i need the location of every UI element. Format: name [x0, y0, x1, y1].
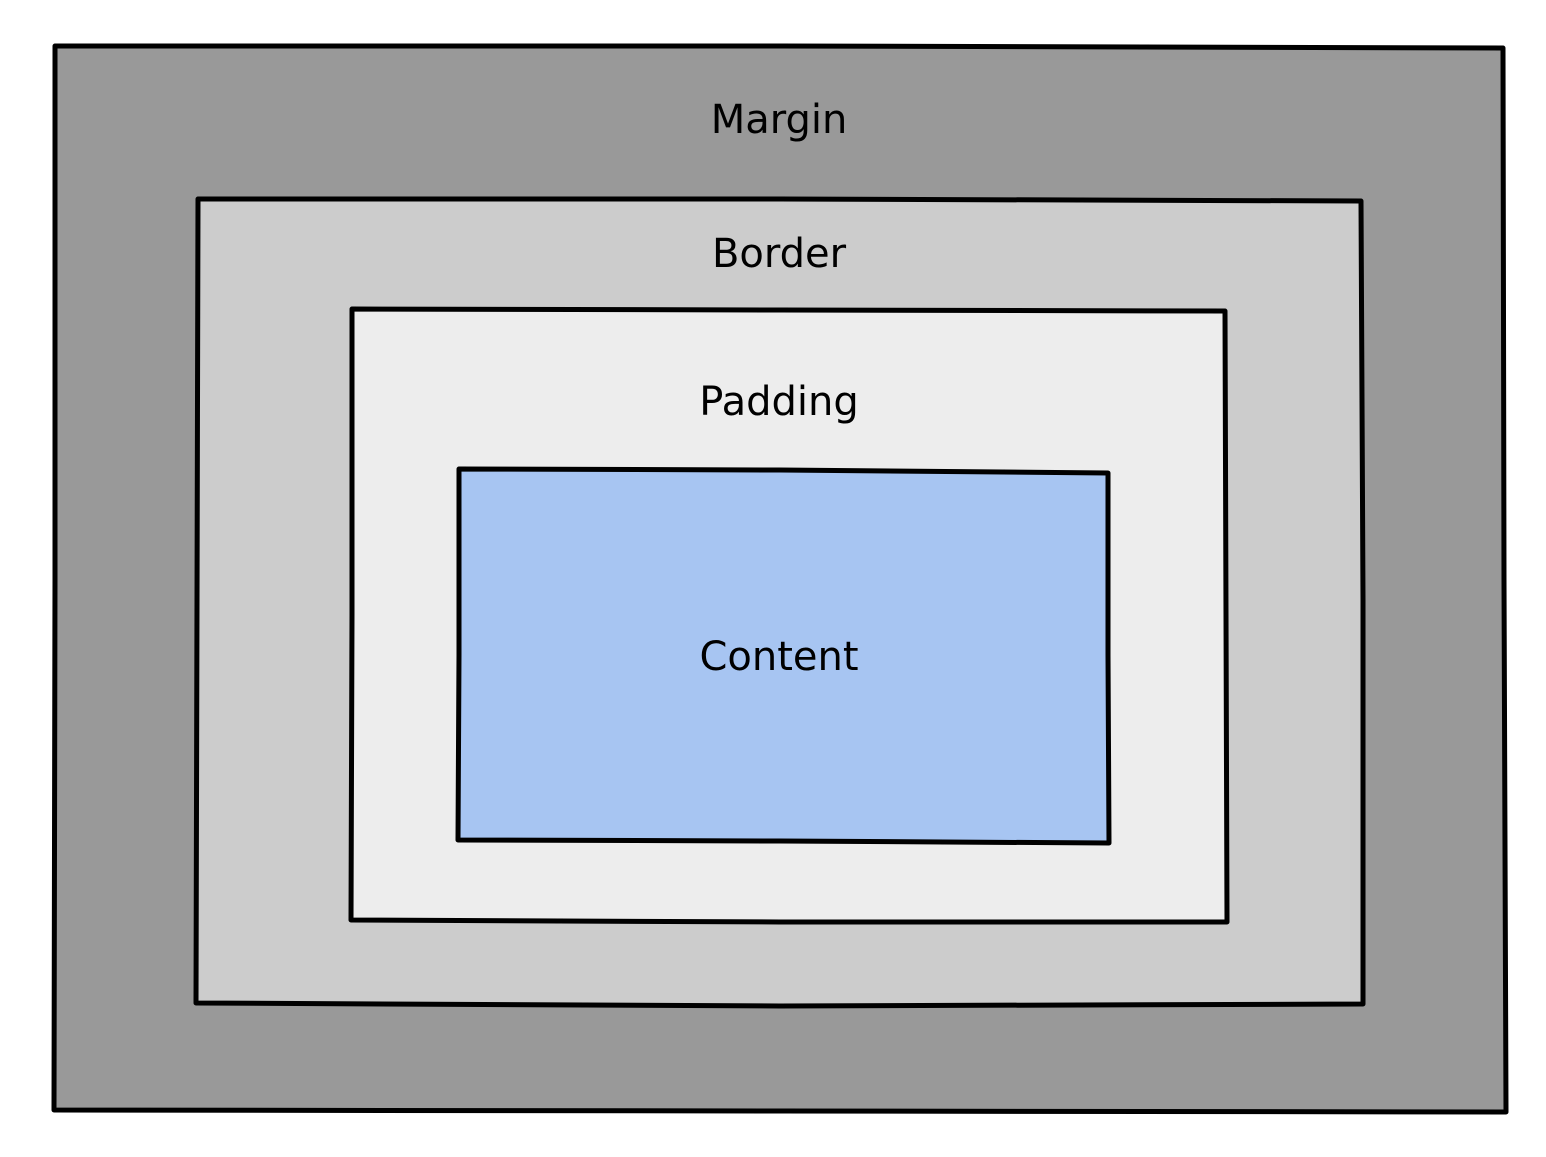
- content-label: Content: [699, 634, 858, 680]
- content-box: [455, 466, 1112, 846]
- content-layer: Content: [455, 466, 1112, 846]
- margin-label: Margin: [711, 97, 848, 143]
- padding-label: Padding: [699, 379, 858, 425]
- border-label: Border: [712, 231, 847, 277]
